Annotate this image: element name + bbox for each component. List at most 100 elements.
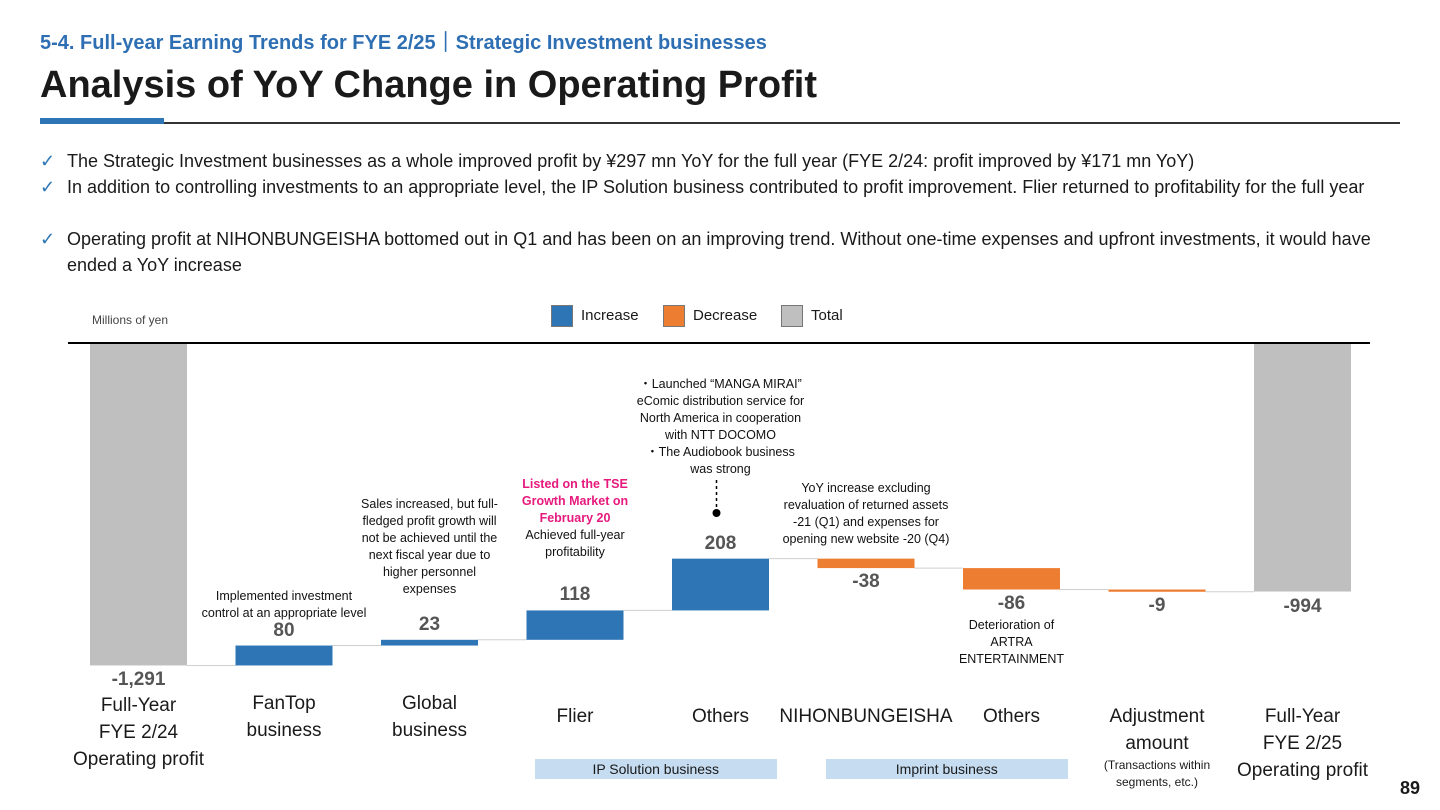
page-title: Analysis of YoY Change in Operating Prof… — [40, 64, 818, 106]
category-label-line: Adjustment — [1109, 706, 1205, 727]
category-label-line: Full-Year — [1264, 706, 1341, 727]
annotation-line: -21 (Q1) and expenses for — [793, 515, 939, 529]
legend-label-total: Total — [811, 307, 843, 324]
value-label: 23 — [418, 613, 441, 635]
annotation-line: with NTT DOCOMO — [665, 428, 776, 442]
legend-swatch-decrease — [663, 305, 685, 327]
category-label: FanTop business — [184, 690, 384, 744]
annotation-line: profitability — [545, 545, 605, 559]
category-label: Adjustment amount (Transactions within segm… — [1057, 703, 1257, 791]
annotation-line: fledged profit growth will — [362, 514, 497, 528]
annotation-line: opening new website -20 (Q4) — [782, 532, 950, 546]
segment-group-label: Imprint business — [825, 759, 1068, 779]
chart-top-axis-line — [68, 342, 1370, 344]
legend-swatch-total — [781, 305, 803, 327]
annotation-line: ENTERTAINMENT — [958, 652, 1065, 666]
category-label: Others — [912, 703, 1112, 730]
annotation-line: Sales increased, but full- — [361, 497, 498, 511]
category-label-line: Operating profit — [1237, 760, 1368, 781]
category-label-line: amount — [1125, 733, 1189, 754]
annotation-line: eComic distribution service for — [636, 394, 805, 408]
category-label-line: business — [392, 720, 467, 741]
annotation-line: revaluation of returned assets — [783, 498, 949, 512]
legend-label-decrease: Decrease — [693, 307, 758, 324]
annotation-highlight-line: Growth Market on — [521, 494, 629, 508]
category-label: Flier — [475, 703, 675, 730]
annotation-line: not be achieved until the — [361, 531, 498, 545]
bullet-text: The Strategic Investment businesses as a… — [67, 151, 1195, 171]
annotation-line: Achieved full-year — [525, 528, 625, 542]
category-label: NIHONBUNGEISHA — [766, 703, 966, 730]
annotation-line: ARTRA — [990, 635, 1033, 649]
value-label: 208 — [704, 532, 737, 554]
value-label: 80 — [273, 619, 295, 641]
check-icon: ✓ — [40, 151, 56, 171]
waterfall-bar — [963, 568, 1060, 590]
bullet-text: In addition to controlling investments t… — [67, 177, 1365, 197]
category-label-line: Operating profit — [73, 749, 204, 770]
annotation-line: ・The Audiobook business — [646, 445, 795, 459]
waterfall-bar — [526, 610, 624, 640]
legend-swatch-increase — [551, 305, 573, 327]
value-label: -1,291 — [111, 669, 166, 691]
value-label: 118 — [559, 584, 591, 606]
category-label-line: Full-Year — [100, 695, 177, 716]
annotation-line: North America in cooperation — [639, 411, 802, 425]
title-accent-rule — [40, 118, 164, 124]
page-number: 89 — [1399, 778, 1420, 798]
category-note-line: segments, etc.) — [1115, 775, 1199, 789]
annotation-line: Deterioration of — [968, 618, 1055, 632]
check-icon: ✓ — [40, 177, 56, 197]
category-label-line: Others — [691, 706, 750, 727]
unit-label: Millions of yen — [92, 313, 169, 327]
value-label: -38 — [852, 571, 880, 593]
annotation-line: Implemented investment — [215, 589, 353, 603]
category-label-line: FYE 2/24 — [98, 722, 179, 743]
bar-annotation: Listed on the TSE Growth Market on Februar… — [500, 476, 650, 561]
waterfall-bar — [1108, 589, 1206, 592]
bar-annotation: YoY increase excluding revaluation of ret… — [766, 480, 966, 548]
annotation-line: expenses — [402, 582, 457, 596]
annotation-line: next fiscal year due to — [368, 548, 491, 562]
category-label-line: NIHONBUNGEISHA — [779, 706, 953, 727]
bar-annotation: Deterioration of ARTRA ENTERTAINMENT — [942, 617, 1082, 668]
bar-annotation: Implemented investment control at an appr… — [184, 588, 384, 622]
bullet-item: ✓ The Strategic Investment businesses as… — [40, 148, 1400, 174]
category-label-line: Flier — [556, 706, 594, 727]
bullet-text: Operating profit at NIHONBUNGEISHA botto… — [67, 229, 1371, 275]
waterfall-bar — [381, 639, 478, 646]
bullet-item: ✓ In addition to controlling investments… — [40, 174, 1400, 200]
value-label: -994 — [1283, 595, 1322, 617]
category-label-line: FYE 2/25 — [1262, 733, 1343, 754]
category-label-line: Global — [402, 693, 457, 714]
annotation-pointer-dot — [712, 509, 721, 517]
annotation-line: ・Launched “MANGA MIRAI” — [639, 377, 802, 391]
waterfall-bar — [235, 645, 333, 666]
value-label: -9 — [1148, 594, 1166, 616]
category-note-line: (Transactions within — [1103, 758, 1211, 772]
category-label: Global business — [330, 690, 530, 744]
waterfall-bar — [817, 558, 915, 569]
waterfall-bar — [1254, 344, 1351, 592]
category-label: Full-Year FYE 2/24 Operating profit — [39, 692, 239, 773]
bar-annotation: Sales increased, but full-fledged profit… — [345, 496, 515, 598]
annotation-highlight-line: February 20 — [539, 511, 611, 525]
annotation-line: was strong — [690, 462, 751, 476]
category-label-line: Others — [982, 706, 1041, 727]
annotation-line: control at an appropriate level — [201, 606, 367, 620]
title-divider-rule — [164, 122, 1400, 124]
legend-label-increase: Increase — [581, 307, 639, 324]
value-label: -86 — [997, 592, 1026, 614]
bullet-item: ✓ Operating profit at NIHONBUNGEISHA bot… — [40, 226, 1400, 278]
segment-group-label: IP Solution business — [534, 759, 777, 779]
check-icon: ✓ — [40, 229, 56, 249]
waterfall-bar — [90, 344, 187, 666]
category-label: Others — [621, 703, 821, 730]
bar-annotation: ・Launched “MANGA MIRAI” eComic distributi… — [616, 376, 826, 478]
category-label-line: business — [246, 720, 322, 741]
category-label: Full-Year FYE 2/25 Operating profit — [1203, 703, 1403, 784]
annotation-line: higher personnel — [382, 565, 477, 579]
annotation-line: YoY increase excluding — [801, 481, 931, 495]
category-label-line: FanTop — [252, 693, 316, 714]
